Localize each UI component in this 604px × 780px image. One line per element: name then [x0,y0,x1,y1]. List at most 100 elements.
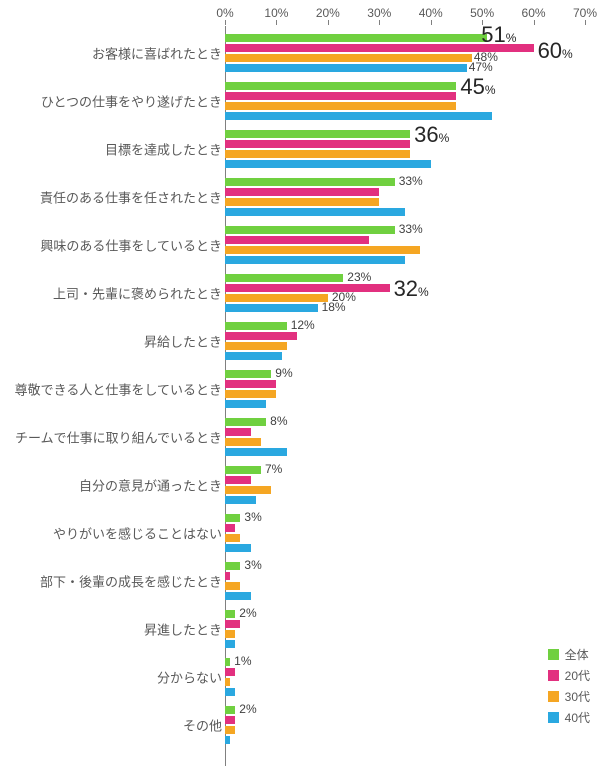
bar [225,274,343,282]
category-label: 分からない [2,668,222,687]
bar [225,726,235,734]
category-label: 上司・先輩に褒められたとき [2,284,222,303]
category-label: 自分の意見が通ったとき [2,476,222,495]
bar [225,534,240,542]
value-label: 23% [347,270,371,284]
legend-item: 30代 [548,688,590,705]
bar [225,284,390,292]
value-label: 32% [394,276,429,302]
bar [225,678,230,686]
x-axis-tick: 40% [419,6,443,20]
bar [225,236,369,244]
bar [225,390,276,398]
bar [225,496,256,504]
bar [225,102,456,110]
legend-item: 20代 [548,667,590,684]
bar [225,400,266,408]
bar [225,112,492,120]
x-axis-tick: 0% [216,6,233,20]
bar [225,476,251,484]
bar [225,294,328,302]
value-label: 18% [322,300,346,314]
x-axis-tick: 60% [522,6,546,20]
bar [225,226,395,234]
bar [225,610,235,618]
bar [225,658,230,666]
bar [225,92,456,100]
bar [225,34,487,42]
bar [225,82,456,90]
bar [225,208,405,216]
legend-label: 40代 [565,709,590,726]
bar [225,572,230,580]
legend-item: 全体 [548,646,590,663]
category-label: 責任のある仕事を任されたとき [2,188,222,207]
category-label: チームで仕事に取り組んでいるとき [2,428,222,447]
legend-swatch [548,670,559,681]
bar [225,140,410,148]
value-label: 45% [460,74,495,100]
legend-item: 40代 [548,709,590,726]
category-label: 興味のある仕事をしているとき [2,236,222,255]
category-label: 尊敬できる人と仕事をしているとき [2,380,222,399]
value-label: 7% [265,462,282,476]
bar [225,322,287,330]
bar [225,54,472,62]
bar [225,448,287,456]
x-axis-tick: 30% [367,6,391,20]
value-label: 33% [399,174,423,188]
category-label: お客様に喜ばれたとき [2,44,222,63]
category-label: やりがいを感じることはない [2,524,222,543]
bar [225,736,230,744]
bar [225,198,379,206]
bar [225,332,297,340]
bar [225,130,410,138]
bar [225,706,235,714]
category-label: 昇進したとき [2,620,222,639]
bar [225,150,410,158]
bar [225,668,235,676]
bar [225,380,276,388]
legend: 全体 20代 30代 40代 [548,642,590,730]
legend-swatch [548,712,559,723]
category-label: ひとつの仕事をやり遂げたとき [2,92,222,111]
legend-swatch [548,649,559,660]
bar [225,188,379,196]
bar [225,486,271,494]
bar [225,64,467,72]
bar [225,716,235,724]
value-label: 60% [538,38,573,64]
chart-container: 0%10%20%30%40%50%60%70% お客様に喜ばれたとき51%60%… [0,0,604,780]
bar [225,438,261,446]
value-label: 2% [239,606,256,620]
legend-swatch [548,691,559,702]
value-label: 9% [275,366,292,380]
value-label: 33% [399,222,423,236]
bar [225,514,240,522]
value-label: 36% [414,122,449,148]
bar [225,630,235,638]
bar [225,342,287,350]
legend-label: 20代 [565,667,590,684]
x-axis-tick: 10% [264,6,288,20]
bar [225,418,266,426]
bar [225,562,240,570]
value-label: 2% [239,702,256,716]
bar [225,544,251,552]
bar [225,256,405,264]
value-label: 8% [270,414,287,428]
value-label: 47% [469,60,493,74]
bar [225,688,235,696]
category-label: その他 [2,716,222,735]
category-label: 部下・後輩の成長を感じたとき [2,572,222,591]
bar [225,592,251,600]
bar [225,352,282,360]
bar [225,620,240,628]
value-label: 1% [234,654,251,668]
value-label: 12% [291,318,315,332]
x-axis-tick: 20% [316,6,340,20]
bar [225,524,235,532]
value-label: 3% [244,510,261,524]
bar [225,304,318,312]
bar [225,160,431,168]
